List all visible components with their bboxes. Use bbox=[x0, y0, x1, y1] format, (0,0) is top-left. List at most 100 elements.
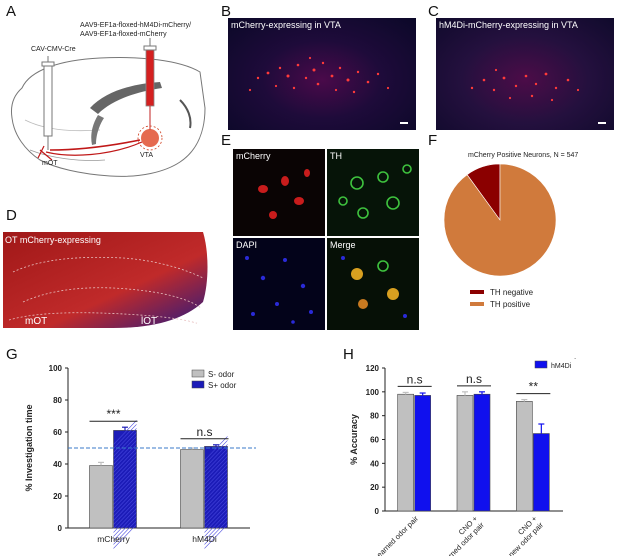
bar-hatch bbox=[113, 496, 137, 521]
y-tick-label: 40 bbox=[53, 460, 62, 469]
mot-label-a: mOT bbox=[42, 160, 58, 167]
significance-label: n.s bbox=[466, 372, 482, 386]
bar-hatch bbox=[204, 512, 228, 537]
y-tick-label: 80 bbox=[53, 396, 62, 405]
panel-label-g: G bbox=[6, 346, 18, 363]
bar-hatch bbox=[204, 492, 228, 517]
bar-hatch bbox=[204, 524, 228, 549]
micrograph-b: mCherry-expressing in VTA bbox=[228, 18, 416, 130]
bar-hatch bbox=[204, 464, 228, 489]
bar-hatch bbox=[204, 508, 228, 533]
bar-hatch bbox=[113, 492, 137, 517]
ot-section bbox=[3, 232, 208, 328]
bar-hatch bbox=[113, 512, 137, 537]
panel-label-b: B bbox=[221, 3, 232, 20]
x-tick-label: CNO +Learned odor pair bbox=[431, 514, 486, 556]
significance-label: n.s bbox=[196, 425, 212, 439]
bar-hm4di-1 bbox=[473, 393, 491, 512]
bar-hatch bbox=[204, 500, 228, 525]
y-tick-label: 60 bbox=[53, 428, 62, 437]
legend-swatch-0 bbox=[470, 290, 484, 294]
bar-hatch bbox=[113, 504, 137, 529]
micrograph-e-th: TH bbox=[327, 149, 419, 236]
e-dapi-nuclei bbox=[245, 256, 313, 324]
legend-label: hM4Di bbox=[551, 363, 572, 370]
pie-slice-th-positive bbox=[443, 163, 557, 277]
y-tick-label: 20 bbox=[53, 492, 62, 501]
bar-chart-h: 0 20 40 60 80 100 120 % Accuracy n.s Learned odor… bbox=[349, 358, 578, 556]
significance-label: ** bbox=[529, 380, 539, 394]
e-label-dapi: DAPI bbox=[236, 240, 258, 250]
y-tick-label: 80 bbox=[370, 412, 379, 421]
panel-label-a: A bbox=[6, 3, 17, 20]
legend-swatch bbox=[191, 369, 205, 378]
panel-label-h: H bbox=[343, 346, 354, 363]
legend-label: S- odor bbox=[208, 370, 235, 379]
aav-label-line1: AAV9-EF1a-floxed-hM4Di-mCherry/ bbox=[80, 22, 192, 29]
bar-hatch bbox=[113, 500, 137, 525]
bar-mcherry-2 bbox=[516, 401, 533, 512]
e-label-th: TH bbox=[330, 151, 342, 161]
e-label-mcherry: mCherry bbox=[236, 151, 271, 161]
y-tick-label: 60 bbox=[370, 436, 379, 445]
panel-label-f: F bbox=[428, 132, 438, 149]
bar-hatch bbox=[113, 476, 137, 501]
e-merge-cells bbox=[341, 256, 407, 318]
panel-label-e: E bbox=[221, 132, 232, 149]
legend-label: S+ odor bbox=[208, 381, 237, 390]
bar-hatch bbox=[113, 520, 137, 545]
bar-hatch bbox=[204, 436, 228, 461]
x-tick-label: CNO +A new odor pair bbox=[496, 514, 546, 556]
bar-mcherry-0 bbox=[397, 393, 414, 512]
lot-label-d: lOT bbox=[141, 316, 158, 327]
x-tick-label: Learned odor pair bbox=[372, 514, 421, 556]
micrograph-c: hM4Di-mCherry-expressing in VTA bbox=[436, 18, 614, 130]
micrograph-e-mcherry: mCherry bbox=[233, 149, 325, 236]
aav-label-line2: AAV9-EF1a-floxed-mCherry bbox=[80, 31, 167, 38]
bar-hatch bbox=[113, 488, 137, 513]
bar-hatch bbox=[204, 520, 228, 545]
micrograph-e-merge: Merge bbox=[327, 238, 419, 330]
red-cells-c bbox=[470, 68, 606, 124]
y-tick-label: 40 bbox=[370, 459, 379, 468]
micrograph-c-title: hM4Di-mCherry-expressing in VTA bbox=[439, 20, 578, 30]
e-th-cells bbox=[338, 164, 412, 219]
red-cells-b bbox=[248, 56, 408, 124]
micrograph-b-title: mCherry-expressing in VTA bbox=[231, 20, 341, 30]
bar-hatch bbox=[204, 516, 228, 541]
bar-hatch bbox=[113, 424, 137, 449]
bar-mcherry-1 bbox=[456, 395, 474, 512]
panel-label-d: D bbox=[6, 207, 17, 224]
bar-hatch bbox=[204, 444, 228, 469]
bar-hatch bbox=[204, 472, 228, 497]
bar-hm4di-0 bbox=[414, 395, 431, 512]
pie-chart: TH negative TH positive bbox=[443, 163, 557, 309]
bar-hatch bbox=[204, 484, 228, 509]
bar-hatch bbox=[204, 496, 228, 521]
bar-hatch bbox=[113, 452, 137, 477]
x-tick-label: hM4Di bbox=[192, 534, 217, 544]
e-mcherry-cells bbox=[258, 169, 310, 219]
x-tick-label: mCherry bbox=[97, 534, 130, 544]
y-tick-label: 0 bbox=[58, 524, 63, 533]
micrograph-d-title: OT mCherry-expressing bbox=[5, 235, 101, 245]
y-axis-label: % Investigation time bbox=[24, 404, 34, 491]
bar-hatch bbox=[204, 504, 228, 529]
bar-hatch bbox=[113, 484, 137, 509]
bar-hatch bbox=[113, 516, 137, 541]
legend-swatch-1 bbox=[470, 302, 484, 306]
cav-label: CAV-CMV-Cre bbox=[31, 46, 76, 53]
legend-label-1: TH positive bbox=[490, 300, 531, 309]
bar-hatch bbox=[113, 468, 137, 493]
legend-label-0: TH negative bbox=[490, 288, 534, 297]
micrograph-e-dapi: DAPI bbox=[233, 238, 325, 330]
y-tick-label: 120 bbox=[366, 364, 380, 373]
panel-label-c: C bbox=[428, 3, 439, 20]
y-tick-label: 20 bbox=[370, 483, 379, 492]
bar-hatch bbox=[113, 420, 137, 445]
bar-s-odor-1 bbox=[180, 449, 204, 529]
bar-hatch bbox=[113, 456, 137, 481]
bar-hatch bbox=[204, 460, 228, 485]
bar-hatch bbox=[113, 472, 137, 497]
vta-label: VTA bbox=[140, 152, 154, 159]
